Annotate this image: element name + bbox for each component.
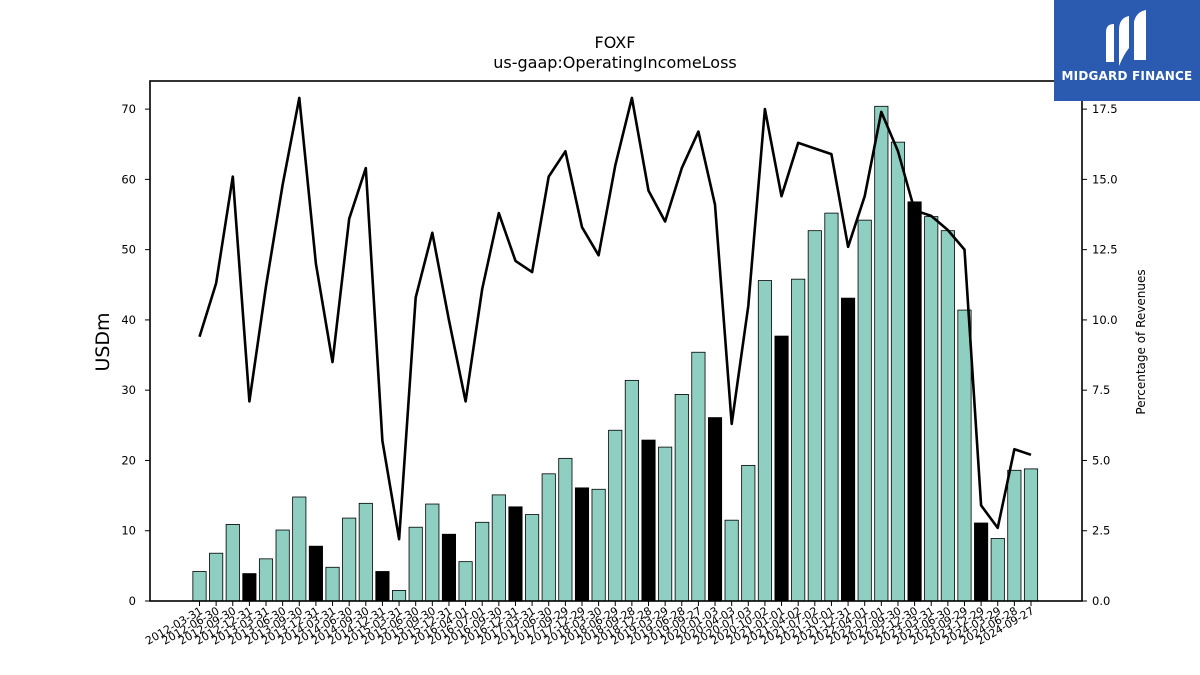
y2-tick-label: 17.5 [1092,102,1118,116]
bar-2018-06-29 [608,429,623,602]
y2-axis-label: Percentage of Revenues [1134,269,1148,414]
y2-tick-label: 15.0 [1092,172,1118,186]
bar-2023-12-29 [974,522,989,602]
bar-2015-09-30 [425,503,440,602]
bar-2019-09-27 [691,351,706,602]
bar-2024-09-27 [1023,468,1039,602]
y-tick-label: 40 [121,313,136,327]
y-tick-label: 20 [121,453,136,467]
bar-2020-04-03 [724,519,739,602]
bar-2016-04-01 [458,561,473,602]
bar-2020-10-02 [757,280,772,602]
bar-2016-07-01 [475,521,490,602]
bar-2020-01-03 [707,417,723,602]
bar-2012-03-31 [192,571,207,602]
bar-2022-04-01 [857,219,872,602]
bar-2019-03-29 [658,446,673,602]
y-tick-label: 60 [121,172,136,186]
y-tick-label: 10 [121,524,136,538]
bar-2014-06-30 [342,517,357,602]
bar-2014-03-31 [325,566,340,602]
y-axis-label: USDm [92,312,114,371]
bar-2015-06-30 [408,526,423,602]
bar-2017-09-29 [558,457,573,602]
bar-2018-09-28 [624,379,639,602]
y-tick-label: 50 [121,243,136,257]
bar-2012-09-30 [225,524,240,602]
y2-tick-label: 5.0 [1092,453,1110,467]
bar-2017-12-29 [574,487,590,602]
bar-2020-07-03 [741,464,756,602]
bar-2015-12-31 [441,533,456,602]
margin-line [198,96,1032,541]
y2-tick-label: 7.5 [1092,383,1110,397]
y2-tick-label: 12.5 [1092,243,1118,257]
midgard-m-mark-icon [1106,10,1146,66]
bar-2015-03-31 [392,590,407,602]
bar-2013-09-30 [292,496,307,602]
y-tick-label: 30 [121,383,136,397]
y2-tick-label: 2.5 [1092,524,1110,538]
bar-2023-06-30 [940,230,955,602]
brand-name: MIDGARD FINANCE [1061,69,1193,83]
bar-series [192,105,1039,602]
bar-2023-09-29 [957,309,972,602]
bar-2012-06-30 [209,552,224,602]
y2-tick-label: 0.0 [1092,594,1110,608]
bar-2013-03-31 [258,558,274,602]
bar-2022-07-01 [874,105,889,602]
y2-tick-label: 10.0 [1092,313,1118,327]
bar-2014-12-31 [375,571,390,602]
bar-2019-06-28 [674,394,689,602]
bar-2016-09-30 [491,494,506,602]
bar-2012-12-31 [242,573,257,602]
bar-2016-12-31 [508,506,523,602]
chart-title: FOXF [595,33,636,52]
y-tick-label: 0 [129,594,136,608]
bar-2017-06-30 [541,473,556,602]
y-tick-label: 70 [121,102,136,116]
bar-2022-12-30 [907,201,922,602]
axes: 0 10 20 30 40 50 60 70 0.0 2.5 5.0 7.5 10.0 12.5 15.0 1… [121,80,1118,648]
chart-subtitle: us-gaap:OperatingIncomeLoss [493,53,737,72]
bar-2023-03-31 [924,216,939,602]
bar-2024-06-28 [1007,469,1022,602]
bar-2021-07-02 [807,230,822,602]
bar-2017-03-31 [525,514,540,602]
bar-2024-03-29 [990,538,1005,602]
bar-2021-01-01 [774,335,789,602]
bar-2018-03-30 [591,488,606,602]
bar-2021-04-02 [791,278,806,602]
bar-2021-10-01 [824,212,839,602]
plot-frame [149,80,1083,602]
bar-2018-12-28 [641,439,656,602]
bar-2014-09-30 [358,502,373,602]
bar-2021-12-31 [841,297,856,602]
line-series [198,96,1032,541]
bar-2013-12-31 [308,545,323,602]
brand-logo: MIDGARD FINANCE [1054,0,1200,101]
bar-2022-09-30 [890,141,906,602]
bar-2013-06-30 [275,529,290,602]
